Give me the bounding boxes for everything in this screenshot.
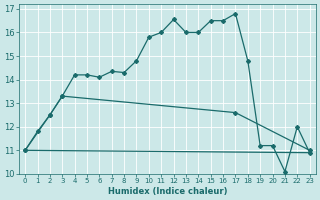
X-axis label: Humidex (Indice chaleur): Humidex (Indice chaleur): [108, 187, 227, 196]
